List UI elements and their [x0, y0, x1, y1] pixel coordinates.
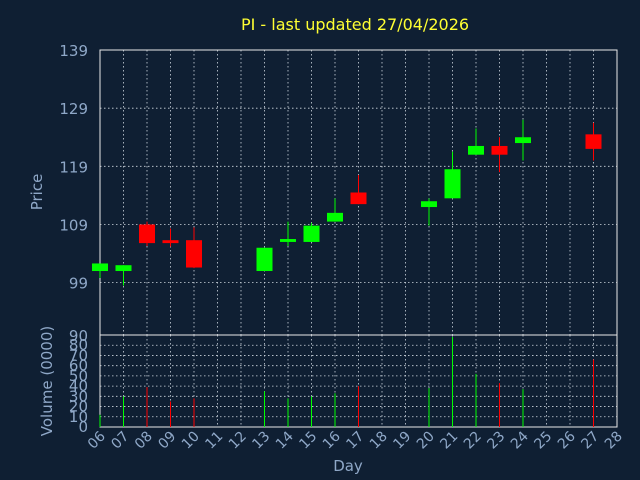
x-axis: 06 07 08 09 10 11 12 13 14 15 16 17 18 19 20 21 22 23 24 25… [85, 428, 626, 452]
candle-body [303, 225, 320, 242]
price-tick-label: 119 [59, 158, 88, 176]
candle-body [256, 247, 273, 272]
volume-tick-label: 80 [69, 336, 88, 354]
candle-body [468, 145, 484, 155]
candle-body [515, 137, 531, 144]
volume-tick-label: 0 [78, 418, 88, 436]
candle-body [491, 145, 508, 155]
candle-body [186, 240, 202, 268]
candle-body [115, 265, 132, 272]
candle-body [162, 240, 179, 244]
candle-body [327, 212, 343, 222]
candle-body [585, 134, 602, 149]
price-tick-label: 139 [59, 42, 88, 60]
volume-axis-label: Volume (0000) [38, 326, 56, 436]
price-panel: 99 109 119 129 139 [59, 42, 618, 336]
candle-body [350, 192, 367, 205]
candle-body [92, 263, 108, 272]
x-axis-label: Day [333, 457, 363, 475]
price-bottom-tick-label: 90 [69, 327, 88, 345]
volume-tick-label: 60 [69, 357, 88, 375]
volume-tick-label: 10 [69, 408, 88, 426]
chart-title: PI - last updated 27/04/2026 [241, 15, 469, 34]
price-axis-label: Price [28, 174, 46, 211]
volume-tick-label: 40 [69, 377, 88, 395]
volume-tick-label: 20 [69, 398, 88, 416]
price-tick-label: 99 [69, 275, 88, 293]
volume-tick-label: 30 [69, 387, 88, 405]
price-tick-label: 109 [59, 216, 88, 234]
candle-body [421, 201, 437, 208]
volume-tick-label: 70 [69, 346, 88, 364]
candle-body [444, 169, 461, 199]
price-tick-label: 129 [59, 100, 88, 118]
candle-body [280, 239, 296, 242]
candle-body [139, 224, 155, 244]
volume-tick-label: 50 [69, 367, 88, 385]
